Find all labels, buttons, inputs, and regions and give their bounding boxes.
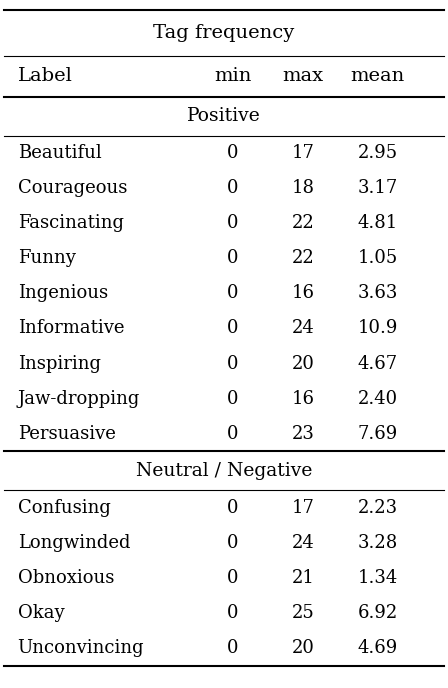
Text: min: min — [214, 67, 251, 85]
Text: Okay: Okay — [17, 604, 64, 622]
Text: 16: 16 — [292, 389, 314, 407]
Text: 0: 0 — [227, 319, 238, 338]
Text: 2.95: 2.95 — [358, 144, 398, 162]
Text: Funny: Funny — [17, 249, 76, 268]
Text: Tag frequency: Tag frequency — [153, 24, 295, 42]
Text: Unconvincing: Unconvincing — [17, 639, 144, 657]
Text: 3.28: 3.28 — [358, 534, 398, 552]
Text: Obnoxious: Obnoxious — [17, 569, 114, 587]
Text: 0: 0 — [227, 604, 238, 622]
Text: 0: 0 — [227, 284, 238, 303]
Text: Longwinded: Longwinded — [17, 534, 130, 552]
Text: 0: 0 — [227, 424, 238, 442]
Text: Jaw-dropping: Jaw-dropping — [17, 389, 140, 407]
Text: 22: 22 — [292, 249, 314, 268]
Text: Courageous: Courageous — [17, 180, 127, 197]
Text: 10.9: 10.9 — [358, 319, 398, 338]
Text: 20: 20 — [292, 639, 314, 657]
Text: 18: 18 — [292, 180, 314, 197]
Text: Neutral / Negative: Neutral / Negative — [136, 462, 312, 480]
Text: 6.92: 6.92 — [358, 604, 398, 622]
Text: 0: 0 — [227, 569, 238, 587]
Text: 1.05: 1.05 — [358, 249, 398, 268]
Text: 25: 25 — [292, 604, 314, 622]
Text: 21: 21 — [292, 569, 314, 587]
Text: 7.69: 7.69 — [358, 424, 398, 442]
Text: 0: 0 — [227, 639, 238, 657]
Text: 17: 17 — [292, 499, 314, 517]
Text: 0: 0 — [227, 249, 238, 268]
Text: 0: 0 — [227, 214, 238, 233]
Text: Label: Label — [17, 67, 73, 85]
Text: 20: 20 — [292, 354, 314, 373]
Text: 0: 0 — [227, 534, 238, 552]
Text: Beautiful: Beautiful — [17, 144, 101, 162]
Text: 4.69: 4.69 — [358, 639, 398, 657]
Text: 1.34: 1.34 — [358, 569, 398, 587]
Text: Ingenious: Ingenious — [17, 284, 108, 303]
Text: 0: 0 — [227, 354, 238, 373]
Text: 0: 0 — [227, 389, 238, 407]
Text: 0: 0 — [227, 499, 238, 517]
Text: 4.67: 4.67 — [358, 354, 398, 373]
Text: 2.23: 2.23 — [358, 499, 398, 517]
Text: Positive: Positive — [187, 107, 261, 125]
Text: 23: 23 — [292, 424, 314, 442]
Text: 17: 17 — [292, 144, 314, 162]
Text: 4.81: 4.81 — [358, 214, 398, 233]
Text: 3.63: 3.63 — [358, 284, 398, 303]
Text: Informative: Informative — [17, 319, 124, 338]
Text: Fascinating: Fascinating — [17, 214, 124, 233]
Text: 0: 0 — [227, 180, 238, 197]
Text: Persuasive: Persuasive — [17, 424, 116, 442]
Text: 0: 0 — [227, 144, 238, 162]
Text: 22: 22 — [292, 214, 314, 233]
Text: Inspiring: Inspiring — [17, 354, 101, 373]
Text: mean: mean — [350, 67, 405, 85]
Text: 24: 24 — [292, 534, 314, 552]
Text: 24: 24 — [292, 319, 314, 338]
Text: Confusing: Confusing — [17, 499, 111, 517]
Text: max: max — [283, 67, 323, 85]
Text: 2.40: 2.40 — [358, 389, 398, 407]
Text: 3.17: 3.17 — [358, 180, 398, 197]
Text: 16: 16 — [292, 284, 314, 303]
